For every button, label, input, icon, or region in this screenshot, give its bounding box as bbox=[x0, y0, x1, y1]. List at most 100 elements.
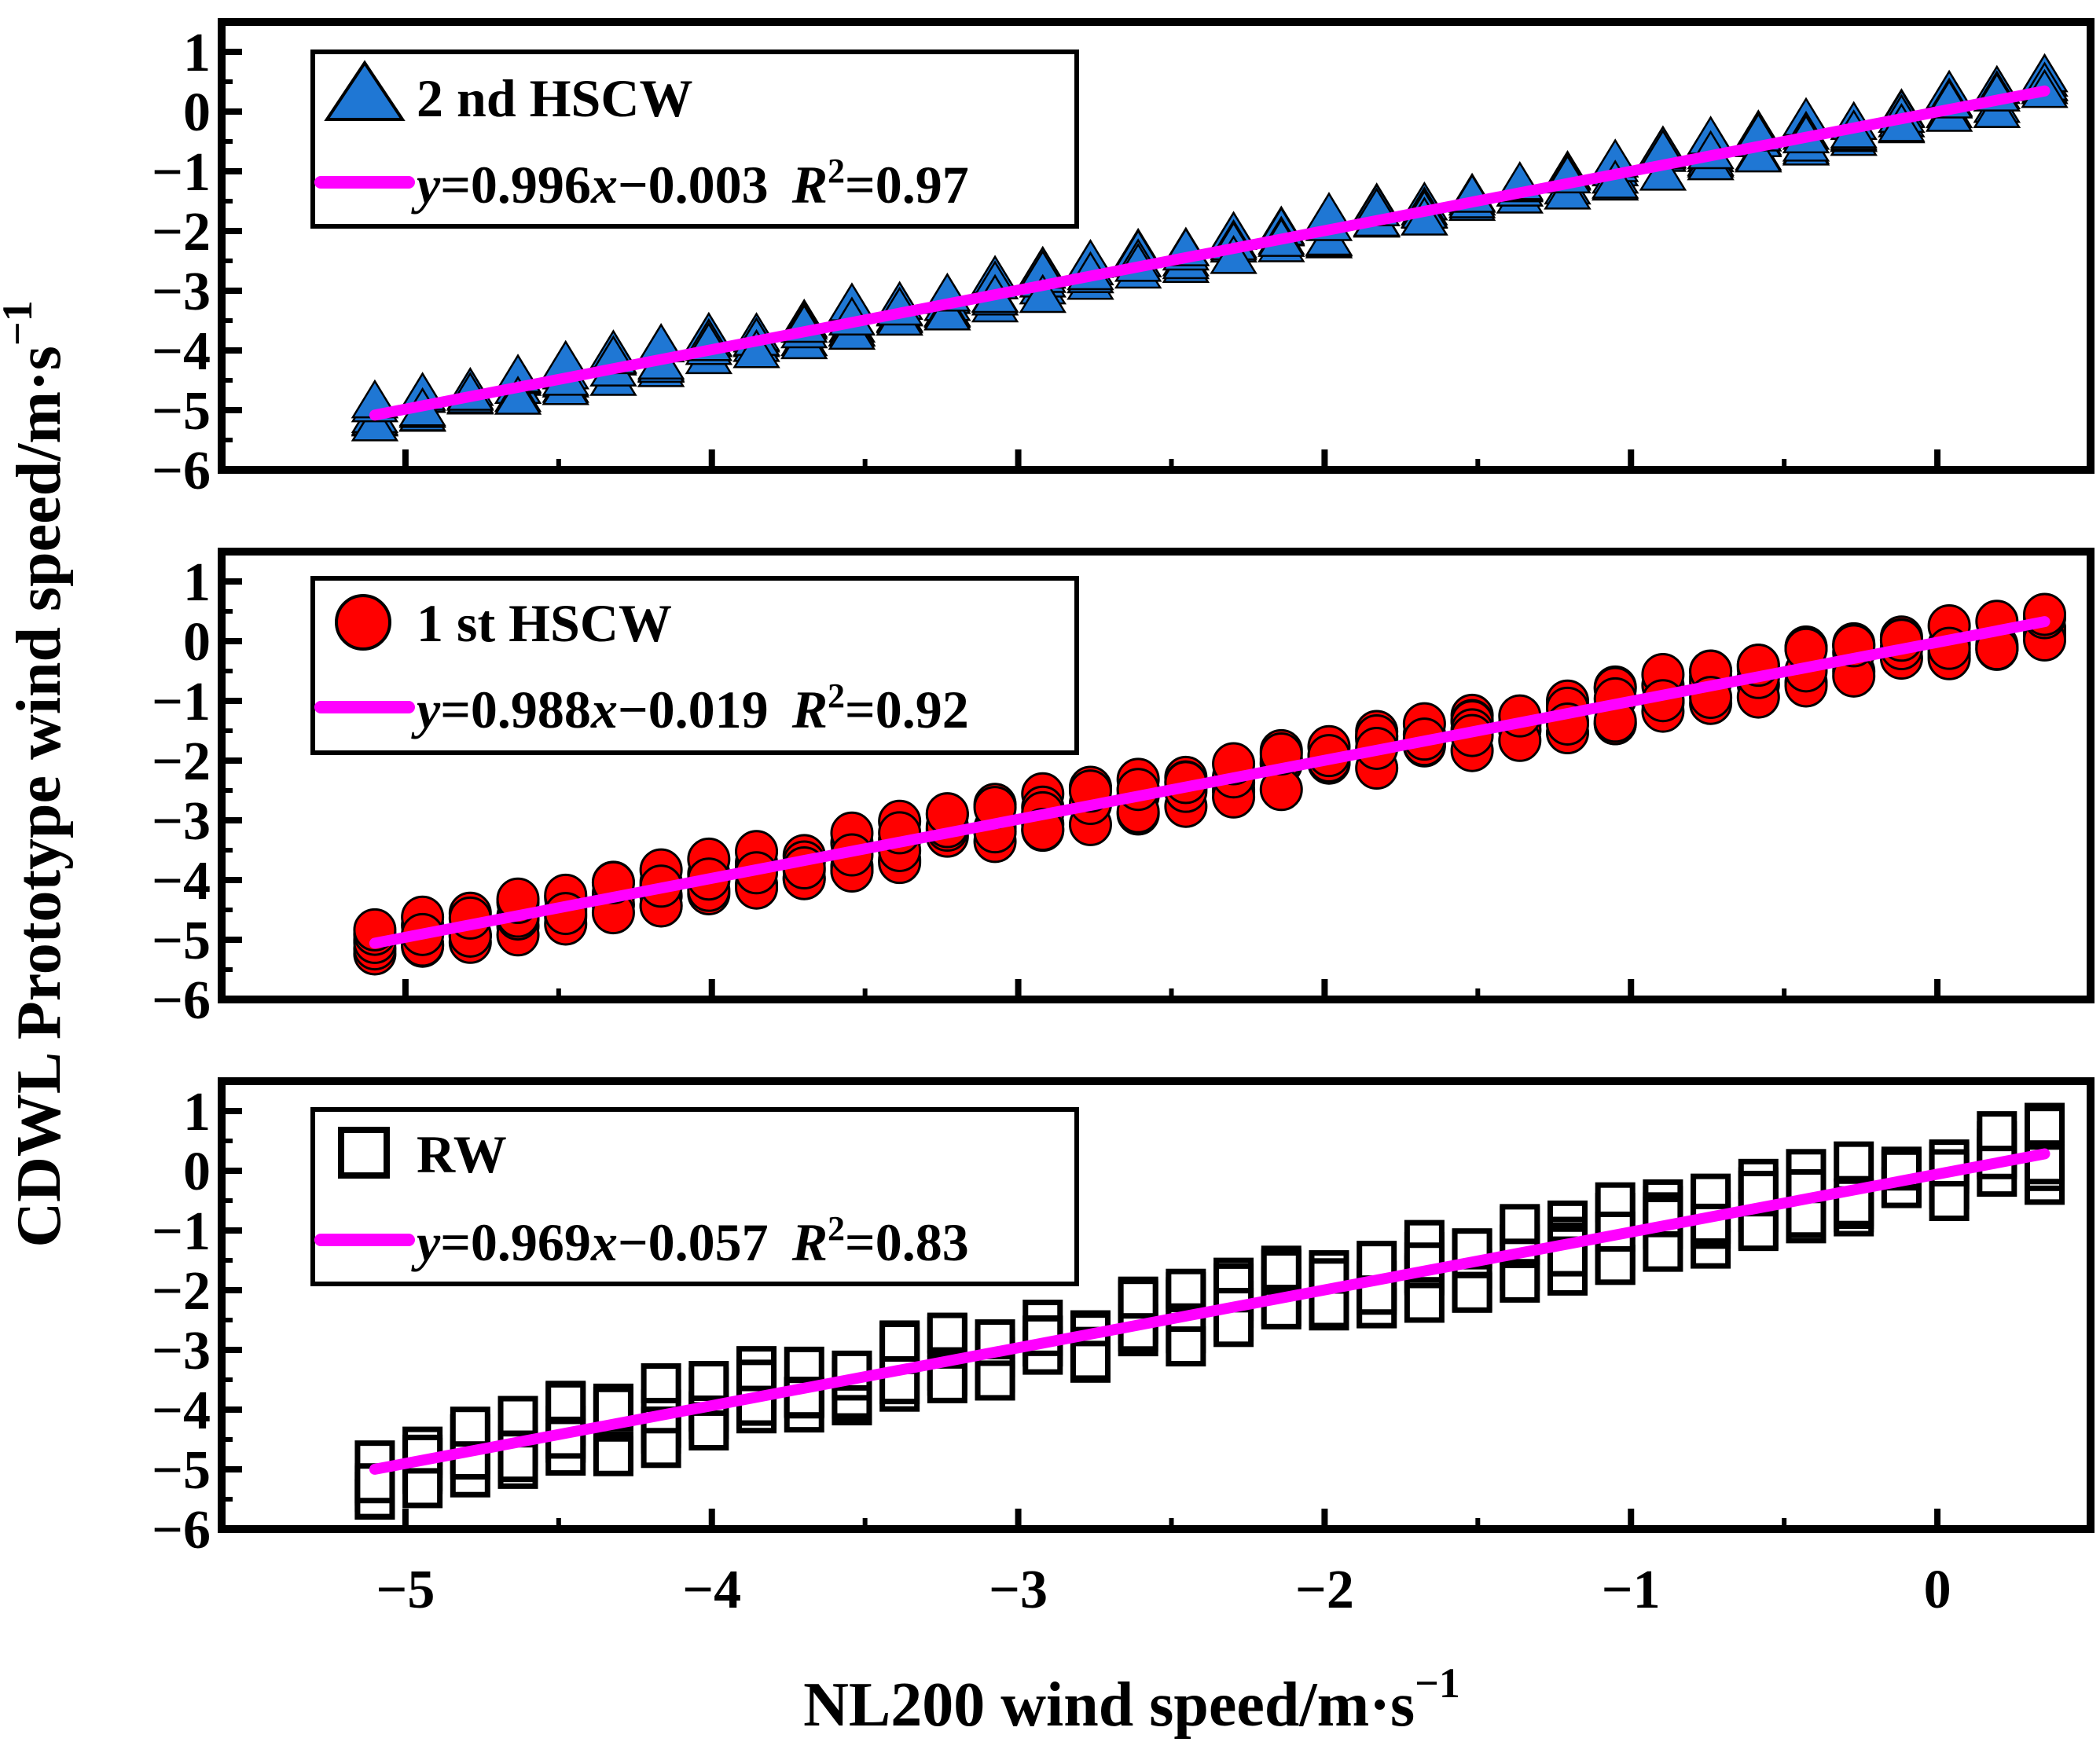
legend-box: RW y=0.969x−0.057 R2=0.83 bbox=[310, 1107, 1079, 1286]
y-tick-label: −1 bbox=[152, 142, 211, 203]
data-point bbox=[688, 1410, 729, 1450]
data-point bbox=[497, 1395, 538, 1436]
data-point bbox=[1452, 1272, 1492, 1313]
y-tick-label: −1 bbox=[152, 672, 211, 732]
eq-slope: =0.969 bbox=[440, 1212, 591, 1272]
data-point bbox=[351, 402, 399, 442]
y-tick-label: −2 bbox=[152, 1261, 211, 1322]
y-tick-label: 0 bbox=[183, 1142, 211, 1202]
data-point bbox=[494, 376, 542, 415]
data-point bbox=[688, 1361, 729, 1402]
panel-frame bbox=[218, 18, 2094, 474]
x-tick-label: 0 bbox=[1924, 1560, 1951, 1620]
x-axis-title-main: NL200 wind speed/m·s bbox=[803, 1670, 1415, 1740]
legend-label-series: 2 nd HSCW bbox=[417, 68, 692, 128]
y-tick-label: −4 bbox=[152, 851, 211, 911]
y-tick-label: −1 bbox=[152, 1201, 211, 1262]
data-point bbox=[2025, 1106, 2065, 1146]
y-axis-title-main: CDWL Prototype wind speed/m·s bbox=[5, 346, 74, 1248]
y-tick-label: 1 bbox=[183, 23, 211, 83]
data-point bbox=[1118, 1278, 1158, 1319]
data-point bbox=[1738, 1211, 1779, 1252]
eq-slope: =0.996 bbox=[440, 155, 591, 215]
eq-slope: =0.988 bbox=[440, 680, 591, 739]
data-point bbox=[1500, 1204, 1540, 1245]
data-point bbox=[1595, 1245, 1636, 1285]
legend-fit-equation: y=0.996x−0.003 R2=0.97 bbox=[411, 152, 969, 215]
panel-rw: 10−1−2−3−4−5−6 −5 −4 −3 −2 −1 0 RW y=0.969x−0… bbox=[152, 1077, 2094, 1620]
legend-marker-triangle bbox=[324, 60, 406, 121]
legend-label-series: 1 st HSCW bbox=[417, 593, 672, 653]
panel-frame bbox=[218, 1077, 2094, 1533]
data-point bbox=[732, 328, 780, 369]
eq-intercept: −0.019 bbox=[618, 680, 769, 739]
data-point bbox=[402, 1468, 443, 1509]
data-point bbox=[1500, 1262, 1540, 1303]
y-tick-label: −2 bbox=[152, 202, 211, 262]
fit-line bbox=[369, 616, 2050, 949]
y-axis-title-sup: −1 bbox=[0, 300, 41, 346]
data-point bbox=[1166, 1326, 1206, 1367]
panel-frame bbox=[218, 548, 2094, 1003]
y-tick-label: −4 bbox=[152, 321, 211, 382]
eq-r-sup: 2 bbox=[828, 677, 845, 715]
y-tick-label: −6 bbox=[152, 970, 211, 1031]
legend-frame bbox=[310, 576, 1079, 755]
y-tick-label: −5 bbox=[152, 911, 211, 971]
data-point bbox=[1309, 1288, 1349, 1329]
eq-y: y bbox=[411, 155, 441, 215]
eq-r-sup: 2 bbox=[828, 1209, 845, 1248]
eq-x: x bbox=[590, 680, 618, 739]
eq-y: y bbox=[411, 1212, 441, 1272]
data-point bbox=[545, 1381, 586, 1422]
legend-box: 2 nd HSCW y=0.996x−0.003 R2=0.97 bbox=[310, 50, 1079, 229]
y-tick-label: −6 bbox=[152, 1500, 211, 1560]
legend-fit-equation: y=0.988x−0.019 R2=0.92 bbox=[411, 677, 969, 739]
y-tick-label: −5 bbox=[152, 1440, 211, 1501]
fit-line bbox=[369, 85, 2050, 421]
data-point bbox=[1166, 1268, 1206, 1309]
eq-y: y bbox=[411, 680, 441, 739]
x-tick-label: −2 bbox=[1295, 1560, 1354, 1620]
y-tick-label: −3 bbox=[152, 262, 211, 322]
legend-frame bbox=[310, 50, 1079, 229]
y-axis-title: CDWL Prototype wind speed/m·s−1 bbox=[0, 300, 74, 1247]
data-point bbox=[1834, 1141, 1874, 1182]
y-tick-label: −4 bbox=[152, 1381, 211, 1441]
y-tick-label: −3 bbox=[152, 791, 211, 852]
data-point bbox=[1977, 1111, 2017, 1152]
y-tick-label: 1 bbox=[183, 1082, 211, 1142]
eq-x: x bbox=[590, 1212, 618, 1272]
eq-r-sup: 2 bbox=[828, 152, 845, 190]
eq-x: x bbox=[590, 155, 618, 215]
data-point bbox=[450, 1406, 490, 1447]
data-point bbox=[1019, 273, 1067, 314]
y-tick-label: −5 bbox=[152, 381, 211, 442]
eq-intercept: −0.003 bbox=[618, 155, 769, 215]
y-tick-label: 1 bbox=[183, 552, 211, 613]
x-axis-title: NL200 wind speed/m·s−1 bbox=[803, 1659, 1460, 1740]
eq-r: R bbox=[791, 1212, 828, 1272]
data-point bbox=[1929, 1181, 1970, 1222]
y-tick-label: 0 bbox=[183, 612, 211, 673]
legend-box: 1 st HSCW y=0.988x−0.019 R2=0.92 bbox=[310, 576, 1079, 755]
x-tick-label: −5 bbox=[376, 1560, 435, 1620]
eq-r: R bbox=[791, 155, 828, 215]
y-tick-label: −6 bbox=[152, 441, 211, 501]
panel-2nd-hscw: 10−1−2−3−4−5−6 2 nd HSCW y=0.996x−0.003 R… bbox=[152, 18, 2094, 501]
x-axis-title-sup: −1 bbox=[1415, 1659, 1460, 1707]
x-tick-label: −4 bbox=[682, 1560, 741, 1620]
data-point bbox=[927, 1312, 967, 1353]
data-point bbox=[593, 1436, 633, 1476]
data-point bbox=[1261, 1250, 1301, 1291]
panel-1st-hscw: 10−1−2−3−4−5−6 1 st HSCW y=0.988x−0.019 R… bbox=[152, 548, 2094, 1031]
data-point bbox=[1404, 1282, 1445, 1323]
eq-intercept: −0.057 bbox=[618, 1212, 769, 1272]
legend-label-series: RW bbox=[417, 1124, 507, 1184]
data-point bbox=[497, 1442, 538, 1483]
eq-r2: =0.83 bbox=[845, 1212, 969, 1272]
data-point bbox=[927, 1362, 967, 1403]
y-tick-label: −3 bbox=[152, 1321, 211, 1381]
fit-line bbox=[369, 1148, 2050, 1475]
